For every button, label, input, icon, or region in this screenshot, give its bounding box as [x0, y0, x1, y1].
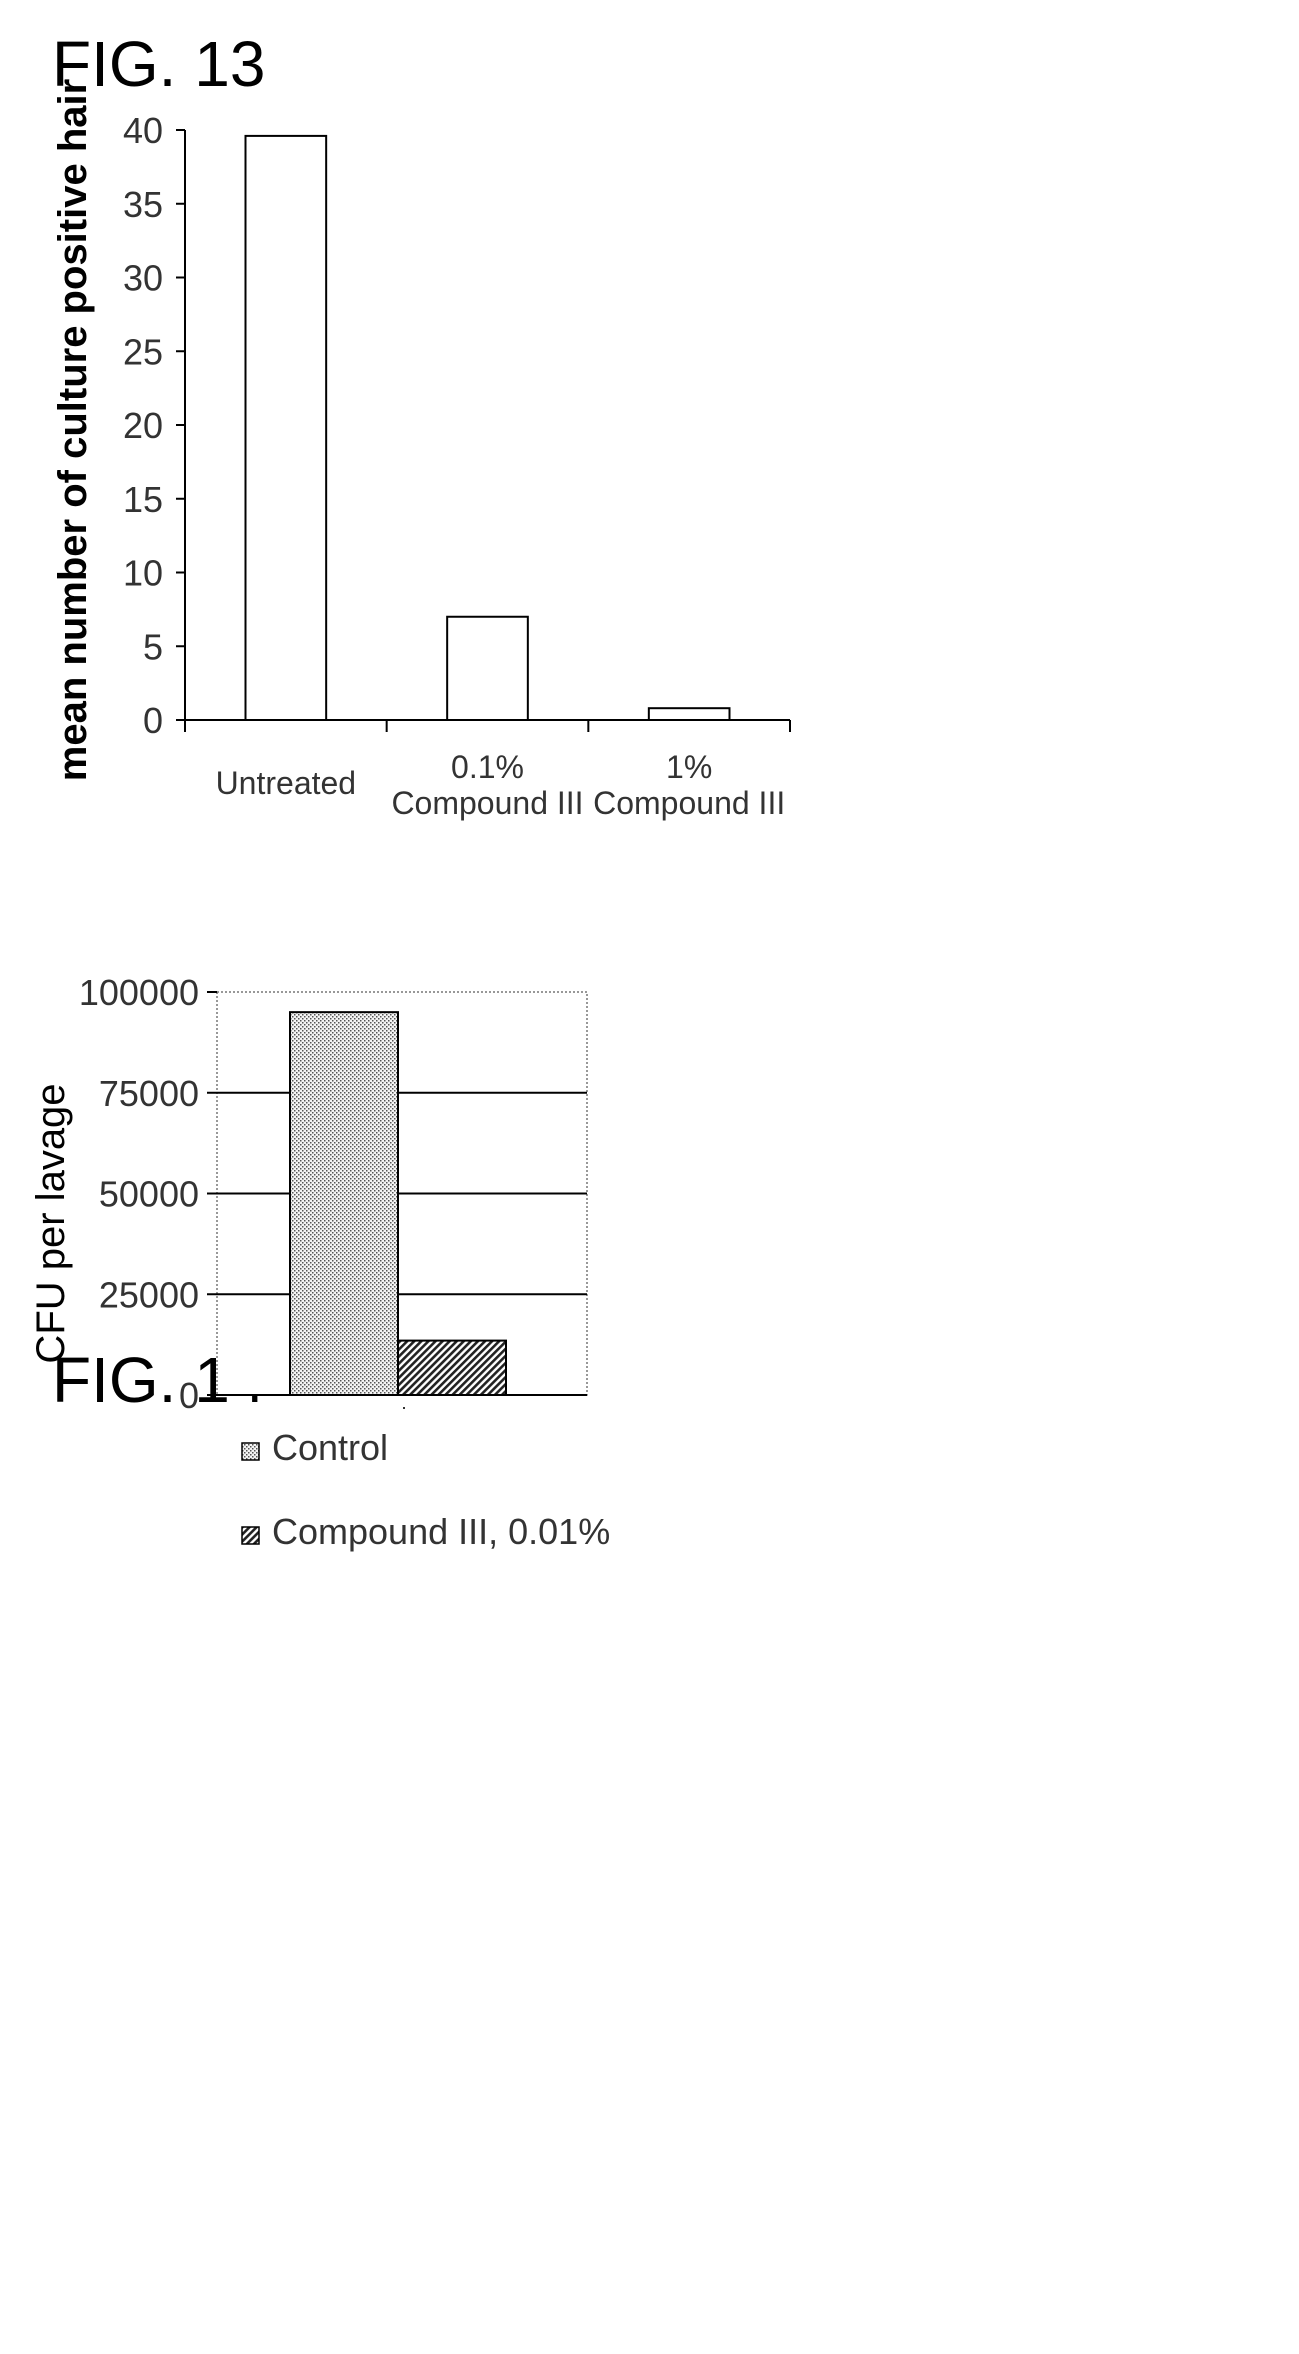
- fig14-y-tick-label: 100000: [79, 972, 199, 1013]
- fig14-y-ticks: 0 25000 50000 75000 100000: [79, 972, 217, 1416]
- fig14-ylabel-text: CFU per lavage: [29, 1083, 73, 1363]
- fig14-legend-label: Control: [272, 1427, 388, 1468]
- fig14-bar-compound: [398, 1341, 506, 1395]
- fig14-y-axis-label: CFU per lavage: [29, 1083, 73, 1363]
- fig14-y-tick-label: 25000: [99, 1274, 199, 1315]
- fig14-plot-area: [217, 992, 587, 1395]
- fig14-legend-swatch: [242, 1443, 259, 1460]
- fig14-legend-swatch: [242, 1527, 259, 1544]
- fig14-legend-label: Compound III, 0.01%: [272, 1511, 610, 1552]
- fig14-bar-control: [290, 1012, 398, 1395]
- fig14-x-tick-dot: [403, 1407, 405, 1409]
- fig14-y-tick-label: 75000: [99, 1073, 199, 1114]
- fig14-y-tick-label: 50000: [99, 1174, 199, 1215]
- fig14-y-tick-label: 0: [179, 1375, 199, 1416]
- fig14-legend: Control Compound III, 0.01%: [242, 1427, 610, 1552]
